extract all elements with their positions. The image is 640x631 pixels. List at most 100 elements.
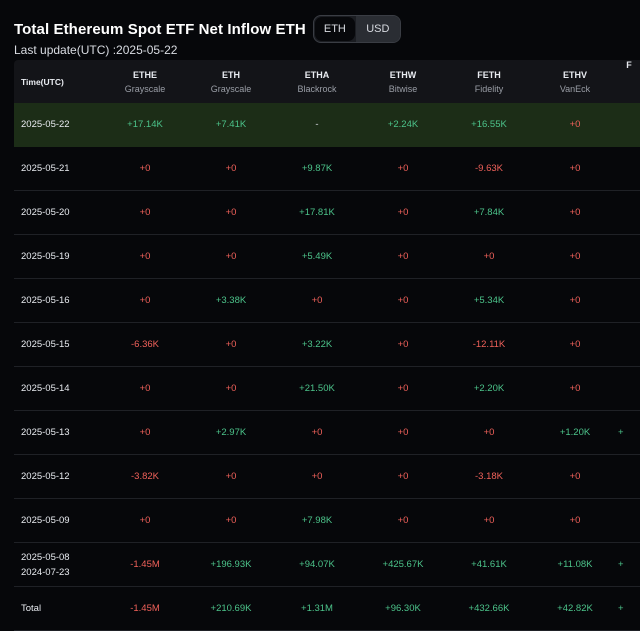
table-row: 2025-05-22 +17.14K +7.41K - +2.24K +16.55K +0 bbox=[14, 103, 640, 147]
column-header-eth[interactable]: ETH Grayscale bbox=[188, 60, 274, 103]
flow-value-cell: +11.08K bbox=[557, 559, 593, 570]
table-row: 2025-05-16 +0 +3.38K +0 +0 +5.34K +0 bbox=[14, 279, 640, 323]
row-time: 2025-05-19 bbox=[14, 251, 102, 262]
flow-value-cell: +17.14K bbox=[127, 119, 163, 130]
unit-toggle[interactable]: ETH USD bbox=[312, 15, 401, 43]
table-row: 2025-05-19 +0 +0 +5.49K +0 +0 +0 bbox=[14, 235, 640, 279]
flow-value-cell: -1.45M bbox=[130, 559, 160, 570]
flow-value-cell: +0 bbox=[569, 119, 581, 130]
table-header: Time(UTC) ETHE Grayscale ETH Grayscale ETHA B… bbox=[14, 60, 640, 103]
column-header-ethv[interactable]: ETHV VanEck bbox=[532, 60, 618, 103]
column-header-etha[interactable]: ETHA Blackrock bbox=[274, 60, 360, 103]
table-row: 2025-05-09 +0 +0 +7.98K +0 +0 +0 bbox=[14, 499, 640, 543]
flow-value-cell: +0 bbox=[483, 515, 495, 526]
flow-value-cell: +7.84K bbox=[473, 207, 505, 218]
column-header-f[interactable]: F bbox=[618, 60, 640, 103]
table-row: 2025-05-13 +0 +2.97K +0 +0 +0 +1.20K + bbox=[14, 411, 640, 455]
column-header-ethe[interactable]: ETHE Grayscale bbox=[102, 60, 188, 103]
unit-option-usd[interactable]: USD bbox=[355, 16, 400, 42]
flow-value-cell: +94.07K bbox=[299, 559, 335, 570]
flow-value-cell: +0 bbox=[569, 515, 581, 526]
table-row: 2025-05-12 -3.82K +0 +0 +0 -3.18K +0 bbox=[14, 455, 640, 499]
row-time: 2025-05-13 bbox=[14, 427, 102, 438]
row-time-range-start: 2024-07-23 bbox=[21, 566, 70, 578]
flow-value-cell: +0 bbox=[225, 515, 237, 526]
column-code: F bbox=[626, 60, 632, 70]
flow-value-cell: -12.11K bbox=[472, 339, 506, 350]
flow-value-cell: +0 bbox=[139, 427, 151, 438]
flow-value-cell: +0 bbox=[139, 383, 151, 394]
flow-value-cell: +0 bbox=[139, 515, 151, 526]
flow-value-cell: + bbox=[618, 427, 624, 438]
flow-value-cell: -6.36K bbox=[131, 339, 159, 350]
column-header-feth[interactable]: FETH Fidelity bbox=[446, 60, 532, 103]
column-header-ethw[interactable]: ETHW Bitwise bbox=[360, 60, 446, 103]
row-time-label: 2025-05-20 bbox=[21, 207, 70, 218]
flow-value-cell: +0 bbox=[139, 207, 151, 218]
flow-value-cell: +7.41K bbox=[215, 119, 247, 130]
row-time-label: 2025-05-13 bbox=[21, 427, 70, 438]
row-time: 2025-05-22 bbox=[14, 119, 102, 130]
flow-value-cell: +196.93K bbox=[210, 559, 252, 570]
row-time: 2025-05-12 bbox=[14, 471, 102, 482]
row-time: 2025-05-14 bbox=[14, 383, 102, 394]
flow-value-cell: +0 bbox=[569, 383, 581, 394]
flow-value-cell: +0 bbox=[397, 295, 409, 306]
page-title: Total Ethereum Spot ETF Net Inflow ETH bbox=[14, 20, 306, 38]
flow-value-cell: +9.87K bbox=[301, 163, 333, 174]
flow-value-cell: +41.61K bbox=[471, 559, 507, 570]
table-row: 2025-05-08 2024-07-23 -1.45M +196.93K +94.07… bbox=[14, 543, 640, 587]
flow-value-cell: +425.67K bbox=[382, 559, 424, 570]
flow-value-cell: +96.30K bbox=[385, 603, 421, 614]
flow-value-cell: +42.82K bbox=[557, 603, 593, 614]
flow-value-cell: +0 bbox=[397, 471, 409, 482]
flow-value-cell: +17.81K bbox=[299, 207, 335, 218]
flow-value-cell: +0 bbox=[397, 251, 409, 262]
row-time-label: 2025-05-19 bbox=[21, 251, 70, 262]
flow-value-cell: -3.18K bbox=[475, 471, 503, 482]
table-row: 2025-05-15 -6.36K +0 +3.22K +0 -12.11K +0 bbox=[14, 323, 640, 367]
flow-value-cell: +0 bbox=[483, 251, 495, 262]
flow-value-cell: +210.69K bbox=[210, 603, 252, 614]
page-header: Total Ethereum Spot ETF Net Inflow ETH E… bbox=[14, 14, 640, 44]
column-code: FETH bbox=[477, 69, 501, 80]
flow-value-cell: +0 bbox=[397, 339, 409, 350]
table-body: 2025-05-22 +17.14K +7.41K - +2.24K +16.55K +0 2… bbox=[14, 103, 640, 631]
flow-value-cell: +0 bbox=[225, 207, 237, 218]
table-row: 2025-05-21 +0 +0 +9.87K +0 -9.63K +0 bbox=[14, 147, 640, 191]
flow-value-cell: +0 bbox=[397, 163, 409, 174]
flow-value-cell: +2.20K bbox=[473, 383, 505, 394]
unit-option-eth[interactable]: ETH bbox=[314, 17, 355, 41]
flow-value-cell: +0 bbox=[139, 251, 151, 262]
flow-value-cell: +7.98K bbox=[301, 515, 333, 526]
last-update-text: Last update(UTC) :2025-05-22 bbox=[14, 43, 178, 57]
row-time: 2025-05-15 bbox=[14, 339, 102, 350]
row-time-label: 2025-05-08 bbox=[21, 551, 70, 563]
column-code: ETHA bbox=[304, 69, 330, 80]
flow-value-cell: +0 bbox=[397, 383, 409, 394]
flow-value-cell: +0 bbox=[483, 427, 495, 438]
flow-value-cell: +0 bbox=[569, 163, 581, 174]
flow-value-cell: +0 bbox=[569, 207, 581, 218]
column-code: ETHE bbox=[132, 69, 157, 80]
flow-value-cell: -3.82K bbox=[131, 471, 159, 482]
flow-value-cell: -1.45M bbox=[130, 603, 160, 614]
flow-value-cell: +21.50K bbox=[299, 383, 335, 394]
column-issuer: Grayscale bbox=[124, 83, 166, 94]
time-column-header[interactable]: Time(UTC) bbox=[21, 76, 64, 87]
table-total-row: Total -1.45M +210.69K +1.31M +96.30K +432.66K… bbox=[14, 587, 640, 631]
etf-flow-table: Time(UTC) ETHE Grayscale ETH Grayscale ETHA B… bbox=[14, 60, 640, 631]
table-row: 2025-05-14 +0 +0 +21.50K +0 +2.20K +0 bbox=[14, 367, 640, 411]
column-issuer: Grayscale bbox=[210, 83, 252, 94]
row-time-label: Total bbox=[21, 603, 42, 614]
flow-value-cell: +1.20K bbox=[559, 427, 591, 438]
flow-value-cell: +5.49K bbox=[301, 251, 333, 262]
flow-value-cell: +2.97K bbox=[215, 427, 247, 438]
column-code: ETHV bbox=[562, 69, 587, 80]
column-issuer: VanEck bbox=[559, 83, 591, 94]
flow-value-cell: +3.22K bbox=[301, 339, 333, 350]
column-issuer: Bitwise bbox=[388, 83, 418, 94]
flow-value-cell: +0 bbox=[225, 251, 237, 262]
row-time-label: 2025-05-09 bbox=[21, 515, 70, 526]
column-issuer: Blackrock bbox=[297, 83, 337, 94]
